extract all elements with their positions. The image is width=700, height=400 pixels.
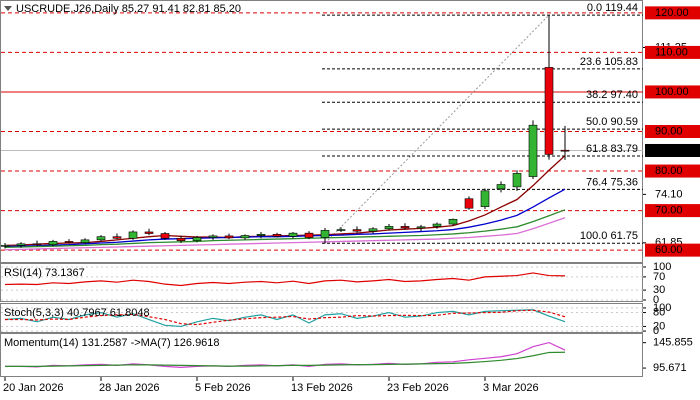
plot-area xyxy=(5,341,566,368)
candle-body xyxy=(144,231,154,234)
candle-body xyxy=(288,232,298,237)
level-box xyxy=(645,164,700,178)
level-box xyxy=(645,125,700,138)
moving-average xyxy=(4,209,566,249)
fib-label: 0.0 119.44 xyxy=(587,2,638,14)
candle-body xyxy=(176,237,186,241)
level-box xyxy=(645,243,700,257)
candle-body xyxy=(80,239,90,243)
moving-average xyxy=(4,155,566,247)
collapse-icon[interactable] xyxy=(4,6,12,11)
candle-body xyxy=(32,243,42,246)
candle-body xyxy=(432,223,442,227)
fib-label: 76.4 75.36 xyxy=(586,176,638,188)
fib-label: 38.2 97.40 xyxy=(586,89,638,101)
candle-body xyxy=(512,173,522,188)
plot-area xyxy=(1,307,643,332)
candle-body xyxy=(96,236,106,241)
candle-body xyxy=(128,231,138,239)
moving-average xyxy=(4,188,566,248)
y-tick-label: 30 xyxy=(653,284,665,296)
main-pane xyxy=(0,0,643,263)
level-label: 60.00 xyxy=(655,244,683,256)
level-box xyxy=(645,204,700,218)
last-price-box xyxy=(645,143,700,157)
candle-body xyxy=(16,243,26,246)
candle-body xyxy=(464,198,474,209)
stoch-header: Stoch(5,3,3) 40.7967 61.8048 xyxy=(4,307,150,319)
y-tick-label: 145.855 xyxy=(653,337,693,349)
candle-body xyxy=(544,67,554,155)
candle-body xyxy=(192,237,202,241)
level-box xyxy=(645,45,700,59)
candle-body xyxy=(160,233,170,239)
indicator-line xyxy=(4,272,566,287)
indicator-line xyxy=(5,309,566,326)
candle-body xyxy=(480,190,490,207)
level-box xyxy=(645,85,700,99)
stoch-pane xyxy=(0,303,643,333)
x-tick-label: 13 Feb 2026 xyxy=(291,382,353,394)
level-label: 90.00 xyxy=(655,125,683,137)
candle-body xyxy=(416,226,426,229)
candle-body xyxy=(256,234,266,236)
level-label: 120.00 xyxy=(655,7,689,19)
fib-trendline xyxy=(324,14,550,244)
x-tick-label: 5 Feb 2026 xyxy=(195,382,251,394)
x-tick-label: 23 Feb 2026 xyxy=(387,382,449,394)
level-label: 70.00 xyxy=(655,204,683,216)
last-price-label: 85.20 xyxy=(655,144,683,156)
momentum-header: Momentum(14) 131.2587 ->MA(7) 126.9618 xyxy=(4,337,220,349)
fib-label: 61.8 83.79 xyxy=(586,143,638,155)
candle-body xyxy=(64,241,74,243)
x-tick-label: 28 Jan 2026 xyxy=(99,382,160,394)
candle-body xyxy=(48,241,58,245)
candle-body xyxy=(352,229,362,232)
candle-body xyxy=(224,235,234,239)
momentum-pane xyxy=(0,333,643,377)
candle-body xyxy=(448,218,458,225)
fib-label: 100.0 61.75 xyxy=(580,230,638,242)
candle-body xyxy=(560,149,570,152)
x-tick-label: 20 Jan 2026 xyxy=(3,382,64,394)
chart-header: USCRUDE.J26,Daily 85.27 91.41 82.81 85.2… xyxy=(16,3,241,15)
candle-body xyxy=(384,226,394,230)
plot-area xyxy=(1,12,643,251)
y-tick-label: 74.10 xyxy=(655,188,683,200)
x-tick-label: 3 Mar 2026 xyxy=(483,382,539,394)
candle-body xyxy=(1,245,10,247)
rsi-header: RSI(14) 73.1367 xyxy=(4,267,85,279)
candle-body xyxy=(304,232,314,238)
candle-body xyxy=(496,184,506,190)
level-label: 100.00 xyxy=(655,86,689,98)
level-label: 80.00 xyxy=(655,165,683,177)
candle-body xyxy=(112,236,122,239)
y-tick-label: 20 xyxy=(653,320,665,332)
fib-label: 23.6 105.83 xyxy=(580,56,638,68)
level-box xyxy=(645,6,700,20)
y-tick-label: 100 xyxy=(653,302,671,314)
plot-area xyxy=(1,266,643,301)
y-tick-label: 0 xyxy=(653,294,659,306)
y-tick-label: 0 xyxy=(653,325,659,337)
candle-body xyxy=(528,124,538,177)
indicator-line xyxy=(5,351,566,367)
candle-body xyxy=(240,235,250,239)
moving-average xyxy=(4,217,566,251)
y-tick-label: 80 xyxy=(653,306,665,318)
candle-body xyxy=(400,226,410,229)
y-tick-label: 100 xyxy=(653,261,671,273)
rsi-pane xyxy=(0,263,643,302)
y-tick-label: 95.671 xyxy=(653,362,687,374)
candle-body xyxy=(320,230,330,238)
candle-body xyxy=(272,234,282,237)
candle-body xyxy=(208,235,218,238)
candle-body xyxy=(336,229,346,231)
candle-body xyxy=(368,228,378,232)
level-label: 110.00 xyxy=(655,46,688,58)
fib-label: 50.0 90.59 xyxy=(586,116,638,128)
y-tick-label: 70 xyxy=(653,271,665,283)
